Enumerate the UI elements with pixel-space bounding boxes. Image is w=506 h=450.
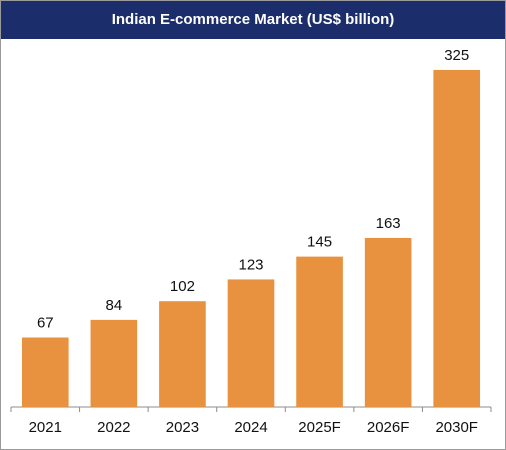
x-tick-label-2024: 2024 (234, 419, 267, 436)
data-label-2030F: 325 (444, 47, 469, 64)
x-tick-label-2022: 2022 (97, 419, 130, 436)
bar-2022 (90, 319, 138, 407)
bar-2021 (21, 337, 69, 407)
x-tick-label-2030F: 2030F (435, 419, 478, 436)
bar-2025F (296, 256, 343, 407)
data-label-2024: 123 (238, 256, 263, 273)
bar-2030F (433, 69, 481, 407)
bar-2024 (227, 279, 275, 407)
data-label-2021: 67 (37, 315, 54, 332)
chart-title: Indian E-commerce Market (US$ billion) (1, 1, 505, 39)
data-label-2023: 102 (170, 278, 195, 295)
x-tick-label-2021: 2021 (29, 419, 62, 436)
x-tick-label-2026F: 2026F (367, 419, 410, 436)
data-label-2026F: 163 (376, 215, 401, 232)
bar-2026F (364, 237, 412, 407)
bar-2023 (159, 301, 206, 407)
x-tick-label-2025F: 2025F (298, 419, 341, 436)
x-tick-label-2023: 2023 (166, 419, 199, 436)
data-label-2025F: 145 (307, 234, 332, 251)
data-label-2022: 84 (106, 297, 123, 314)
